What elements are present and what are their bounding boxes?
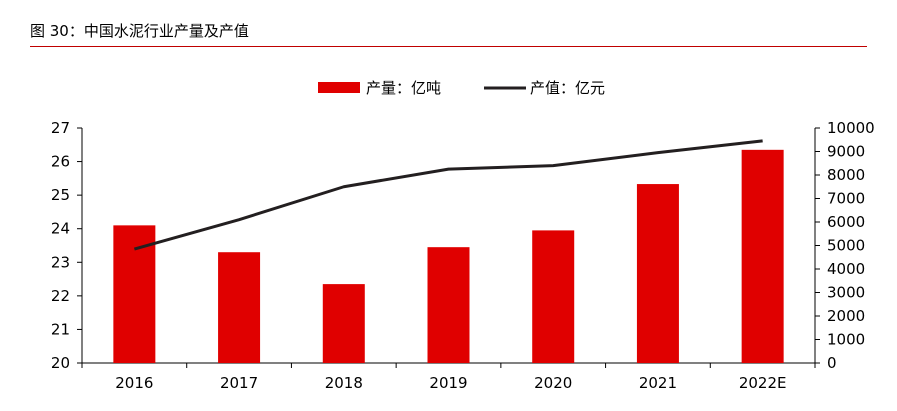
y-right-tick-label: 8000 (827, 166, 865, 184)
y-right-tick-label: 7000 (827, 190, 865, 208)
y-left-tick-label: 22 (51, 287, 70, 305)
y-right-tick-label: 4000 (827, 260, 865, 278)
y-right-tick-label: 0 (827, 354, 837, 372)
legend: 产量：亿吨 产值：亿元 (318, 79, 605, 97)
x-tick-label: 2022E (739, 374, 787, 392)
y-right-tick-label: 9000 (827, 143, 865, 161)
x-tick-label: 2018 (325, 374, 363, 392)
bar (218, 252, 261, 363)
bar (532, 230, 575, 363)
y-right-tick-label: 5000 (827, 237, 865, 255)
legend-bar-swatch (318, 82, 360, 93)
x-tick-label: 2020 (534, 374, 572, 392)
y-right-tick-label: 2000 (827, 307, 865, 325)
legend-label-bar: 产量：亿吨 (366, 79, 441, 97)
y-right-tick-label: 1000 (827, 331, 865, 349)
y-left-tick-labels: 20 21 22 23 24 25 26 27 (51, 119, 70, 372)
bar-series (113, 149, 784, 363)
bar (636, 184, 679, 363)
y-right-tick-label: 3000 (827, 284, 865, 302)
y-right-tick-label: 6000 (827, 213, 865, 231)
y-left-tick-label: 24 (51, 220, 70, 238)
y-left-tick-label: 20 (51, 354, 70, 372)
y-left-tick-label: 23 (51, 253, 70, 271)
x-tick-label: 2016 (115, 374, 153, 392)
y-left-tick-label: 25 (51, 186, 70, 204)
y-right-tick-label: 10000 (827, 119, 875, 137)
legend-label-line: 产值：亿元 (530, 79, 605, 97)
y-left-tick-label: 21 (51, 320, 70, 338)
bar (427, 247, 470, 363)
figure-title: 图 30：中国水泥行业产量及产值 (30, 22, 249, 40)
bar (322, 284, 365, 363)
bar (741, 149, 784, 363)
x-tick-label: 2019 (429, 374, 467, 392)
line-series (133, 139, 763, 251)
x-tick-label: 2017 (220, 374, 258, 392)
x-tick-label: 2021 (639, 374, 677, 392)
series-line (133, 139, 763, 251)
x-tick-labels: 2016 2017 2018 2019 2020 2021 2022E (115, 374, 786, 392)
y-right-tick-labels: 0 1000 2000 3000 4000 5000 6000 7000 8000 9000 100… (827, 119, 875, 372)
y-left-tick-label: 27 (51, 119, 70, 137)
figure-title-bar: 图 30：中国水泥行业产量及产值 (30, 12, 867, 47)
y-left-tick-label: 26 (51, 153, 70, 171)
